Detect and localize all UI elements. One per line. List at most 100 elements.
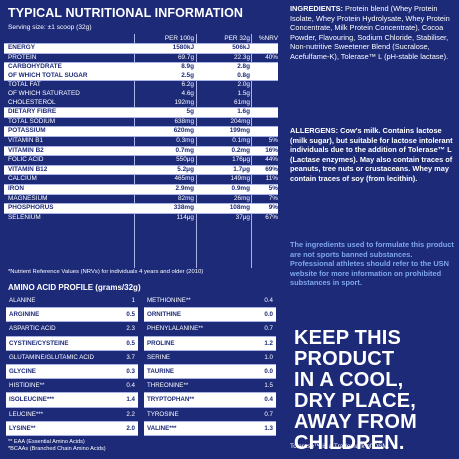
amino-acid-row: LEUCINE*** 2.2 xyxy=(6,408,138,422)
table-row: DIETARY FIBRE 5g 1.6g xyxy=(4,107,278,117)
table-row: VITAMIN B2 0.7mg 0.2mg 16% xyxy=(4,145,278,156)
value-per32g: 108mg xyxy=(229,204,250,212)
trademark-note: Tolerase™ is a Trademark of DSM. xyxy=(290,443,390,450)
storage-line: PRODUCT xyxy=(294,348,395,370)
value-per100g: 2.5g xyxy=(181,71,194,79)
nutrient-name: POTASSIUM xyxy=(8,127,46,135)
table-row: MAGNESIUM 82mg 26mg 7% xyxy=(4,193,278,204)
amino-acid-value: 1.5 xyxy=(264,382,273,390)
value-nrv: 11% xyxy=(265,175,278,183)
value-per32g: 0.9mg xyxy=(231,184,250,192)
amino-acid-name: LEUCINE*** xyxy=(9,410,44,418)
table-row: FOLIC ACID 550μg 176μg 44% xyxy=(4,155,278,165)
value-per32g: 149mg xyxy=(230,175,250,183)
nrv-footnote: *Nutrient Reference Values (NRVs) for in… xyxy=(8,269,204,275)
value-per100g: 0.7mg xyxy=(175,146,194,154)
table-row: OF WHICH TOTAL SUGAR 2.5g 0.8g xyxy=(4,71,278,81)
table-row: ENERGY 1580kJ 506kJ xyxy=(4,43,278,53)
table-row: PROTEIN 69.7g 22.3g 40% xyxy=(4,52,278,63)
amino-acid-row: PROLINE 1.2 xyxy=(144,336,276,351)
amino-acid-name: VALINE*** xyxy=(147,424,177,432)
amino-acid-name: CYSTINE/CYSTEINE xyxy=(9,339,69,347)
table-row: IRON 2.9mg 0.9mg 5% xyxy=(4,183,278,194)
nutrient-name: VITAMIN B12 xyxy=(8,165,48,173)
nutrient-name: DIETARY FIBRE xyxy=(8,108,57,116)
nutrition-table: PER 100g PER 32g %NRV ENERGY 1580kJ 506kJ P… xyxy=(4,34,278,222)
value-per100g: 550μg xyxy=(176,156,194,164)
value-per100g: 2.9mg xyxy=(175,184,194,192)
amino-acid-value: 3.7 xyxy=(126,353,135,361)
amino-acid-value: 1.0 xyxy=(264,353,273,361)
amino-acid-value: 0.5 xyxy=(126,311,135,319)
nutrient-name: OF WHICH TOTAL SUGAR xyxy=(8,71,88,79)
amino-acid-name: ASPARTIC ACID xyxy=(9,325,56,333)
nutrient-name: CALCIUM xyxy=(8,175,37,183)
amino-acid-name: ALANINE xyxy=(9,297,36,304)
amino-acid-value: 0.0 xyxy=(264,311,273,319)
amino-acid-value: 0.4 xyxy=(126,382,135,390)
value-per100g: 465mg xyxy=(174,175,194,183)
table-row: PHOSPHORUS 338mg 108mg 9% xyxy=(4,203,278,213)
allergens-label: ALLERGENS: xyxy=(290,126,339,135)
amino-acid-name: GLUTAMINE/GLUTAMIC ACID xyxy=(9,353,95,361)
table-row: OF WHICH SATURATED 4.6g 1.5g xyxy=(4,90,278,99)
nutrient-name: TOTAL SODIUM xyxy=(8,117,56,125)
nutrient-name: FOLIC ACID xyxy=(8,156,44,164)
amino-acid-name: TRYPTOPHAN** xyxy=(147,396,195,404)
amino-acid-name: METHIONINE** xyxy=(147,297,191,304)
amino-acid-value: 0.5 xyxy=(126,339,135,347)
amino-acid-row: GLUTAMINE/GLUTAMIC ACID 3.7 xyxy=(6,351,138,365)
value-per100g: 620mg xyxy=(173,127,194,135)
table-row: CARBOHYDRATE 8.9g 2.8g xyxy=(4,62,278,72)
amino-acid-value: 0.7 xyxy=(264,325,273,333)
value-per100g: 6.2g xyxy=(181,81,194,89)
value-per32g: 1.7μg xyxy=(233,165,250,173)
amino-acid-name: ORNITHINE xyxy=(147,311,182,319)
value-per100g: 82mg xyxy=(178,194,194,202)
amino-acid-value: 2.3 xyxy=(126,325,135,333)
amino-acid-row: TYROSINE 0.7 xyxy=(144,408,276,422)
amino-acid-row: ORNITHINE 0.0 xyxy=(144,308,276,323)
amino-acid-value: 0.3 xyxy=(126,367,135,375)
value-nrv: 67% xyxy=(265,213,278,221)
nutrient-name: OF WHICH SATURATED xyxy=(8,89,80,97)
amino-acid-row: ASPARTIC ACID 2.3 xyxy=(6,322,138,337)
allergens-text: Cow's milk. Contains lactose (milk sugar… xyxy=(290,126,453,183)
table-row: TOTAL SODIUM 638mg 204mg xyxy=(4,116,278,127)
amino-acid-row: ALANINE 1 xyxy=(6,294,138,309)
value-per32g: 506kJ xyxy=(232,44,250,51)
nutrient-name: CHOLESTEROL xyxy=(8,98,56,106)
amino-acid-row: PHENYLALANINE** 0.7 xyxy=(144,322,276,337)
value-per100g: 69.7g xyxy=(178,53,194,61)
amino-acid-name: TAURINE xyxy=(147,367,175,375)
amino-acid-name: PROLINE xyxy=(147,339,175,347)
ingredients-label: INGREDIENTS: xyxy=(290,4,343,13)
amino-list-left: ALANINE 1 ARGININE 0.5 ASPARTIC ACID 2.3 CYSTI… xyxy=(6,294,138,436)
value-per32g: 0.8g xyxy=(237,71,250,79)
amino-acid-heading: AMINO ACID PROFILE (grams/32g) xyxy=(8,283,141,292)
nutrient-name: SELENIUM xyxy=(8,213,41,221)
amino-acid-value: 0.4 xyxy=(264,297,273,304)
amino-acid-name: GLYCINE xyxy=(9,367,36,375)
nutrient-name: ENERGY xyxy=(8,44,35,51)
table-row: POTASSIUM 620mg 199mg xyxy=(4,126,278,136)
amino-acid-value: 1 xyxy=(131,297,135,304)
value-per32g: 0.2mg xyxy=(231,146,250,154)
value-nrv: 16% xyxy=(265,146,278,154)
value-nrv: 40% xyxy=(265,53,278,61)
amino-acid-row: METHIONINE** 0.4 xyxy=(144,294,276,309)
table-row: SELENIUM 114μg 37μg 67% xyxy=(4,212,278,223)
value-per100g: 5.2μg xyxy=(177,165,194,173)
info-panel: INGREDIENTS: Protein blend (Whey Protein… xyxy=(286,2,457,457)
eaa-footnote: ** EAA (Essential Amino Acids) xyxy=(8,439,85,445)
value-per32g: 26mg xyxy=(234,194,250,202)
value-per100g: 338mg xyxy=(173,204,194,212)
table-header: PER 100g PER 32g %NRV xyxy=(4,34,278,43)
value-nrv: 9% xyxy=(268,204,278,212)
storage-line: CHILDREN. xyxy=(294,432,405,454)
amino-acid-name: ISOLEUCINE*** xyxy=(9,396,55,404)
amino-acid-name: HISTIDINE** xyxy=(9,382,45,390)
nutrient-name: PHOSPHORUS xyxy=(8,204,54,212)
value-per32g: 1.5g xyxy=(237,89,250,97)
